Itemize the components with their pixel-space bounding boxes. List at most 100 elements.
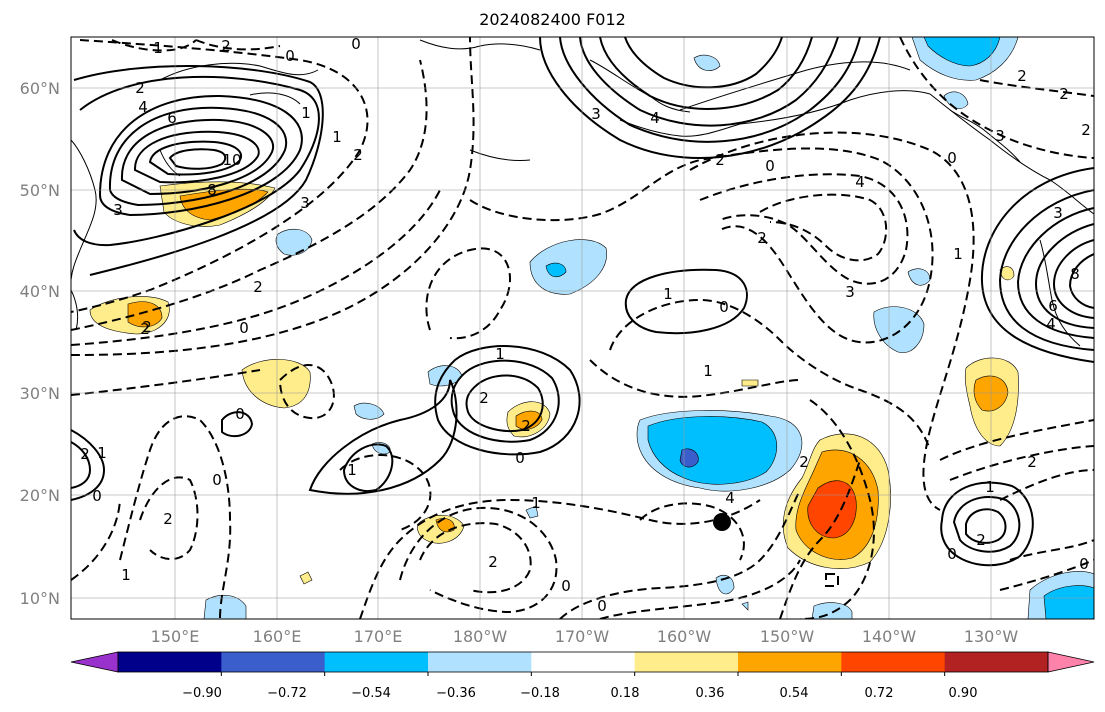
contour-label: 1 <box>663 285 673 303</box>
colorbar-extend-low <box>70 651 119 673</box>
shade-negative <box>873 306 925 353</box>
colorbar-tick-label: 0.36 <box>696 686 725 701</box>
colorbar-tick-labels: −0.90 −0.72 −0.54 −0.36 −0.18 0.18 0.36 … <box>182 686 977 701</box>
contour-label: 1 <box>97 444 107 462</box>
gridlines <box>71 37 1094 619</box>
shade-negative <box>525 505 539 519</box>
contour-label: 1 <box>703 362 713 380</box>
lon-tick-label: 130°W <box>964 627 1019 646</box>
contour-label: 0 <box>235 405 245 423</box>
contour-label: 3 <box>591 105 601 123</box>
contour-label: 0 <box>719 298 729 316</box>
contour-label: 0 <box>515 449 525 467</box>
contour-label: 2 <box>757 229 767 247</box>
colorbar-tick-label: 0.54 <box>780 686 809 701</box>
contour-label: 0 <box>92 487 102 505</box>
shade-positive <box>299 571 313 585</box>
contour-label: 4 <box>138 98 148 116</box>
contour-label: 3 <box>113 201 123 219</box>
colorbar-segment <box>841 652 946 672</box>
contour-label: 3 <box>1053 204 1063 222</box>
contour-label: 4 <box>650 109 660 127</box>
contour-label: 2 <box>715 151 725 169</box>
contour-label: 1 <box>347 461 357 479</box>
contour-label: 2 <box>80 445 90 463</box>
lon-tick-label: 160°E <box>253 627 302 646</box>
colorbar-tick-label: 0.72 <box>865 686 894 701</box>
contour-label: 0 <box>239 319 249 337</box>
shade-negative <box>1043 585 1094 619</box>
shade-negative <box>647 416 777 485</box>
shade-negative <box>545 262 567 278</box>
colorbar-segment <box>944 652 1049 672</box>
contour-label: 2 <box>221 37 231 55</box>
contour-label: 3 <box>300 194 310 212</box>
contour-label: 2 <box>163 510 173 528</box>
lon-tick-label: 180°W <box>453 627 508 646</box>
contour-label: 0 <box>597 597 607 615</box>
colorbar-extend-high <box>1047 651 1095 673</box>
colorbar <box>70 651 1095 676</box>
contour-label: 8 <box>1070 265 1080 283</box>
contour-label: 0 <box>765 157 775 175</box>
shade-positive <box>515 410 543 430</box>
lat-tick-label: 40°N <box>20 282 60 301</box>
contour-label: 1 <box>121 566 131 584</box>
lat-tick-label: 20°N <box>20 486 60 505</box>
colorbar-tick-label: −0.18 <box>520 686 560 701</box>
contour-label: 10 <box>222 151 241 169</box>
shade-negative <box>529 239 607 295</box>
contour-label: 8 <box>207 181 217 199</box>
colorbar-segment <box>324 652 429 672</box>
shade-positive <box>241 359 311 409</box>
lon-tick-label: 160°W <box>657 627 712 646</box>
colorbar-tick-label: 0.18 <box>611 686 640 701</box>
colorbar-tick-label: −0.72 <box>267 686 307 701</box>
colorbar-tick-label: −0.54 <box>351 686 391 701</box>
colorbar-segment <box>118 652 222 672</box>
lon-tick-label: 140°W <box>862 627 917 646</box>
colorbar-tick-label: −0.90 <box>182 686 222 701</box>
contour-label: 1 <box>332 128 342 146</box>
shade-negative <box>275 228 313 256</box>
contour-label: 2 <box>488 553 498 571</box>
location-marker <box>713 513 731 531</box>
contours-positive <box>71 37 1094 567</box>
colorbar-tick-label: −0.36 <box>436 686 476 701</box>
colorbar-tick-label: 0.90 <box>949 686 978 701</box>
contour-label: 2 <box>253 278 263 296</box>
contour-label: 4 <box>1046 315 1056 333</box>
contour-label: 2 <box>135 79 145 97</box>
contour-label: 4 <box>855 173 865 191</box>
colorbar-segment <box>531 652 636 672</box>
shade-negative <box>693 54 721 71</box>
colorbar-segment <box>428 652 532 672</box>
shade-positive <box>741 379 759 387</box>
contour-label: 0 <box>947 149 957 167</box>
shade-negative <box>741 601 749 611</box>
colorbar-segment <box>221 652 326 672</box>
contour-label: 2 <box>479 389 489 407</box>
contour-label: 2 <box>521 417 531 435</box>
contour-label: 2 <box>353 146 363 164</box>
contour-label: 6 <box>1048 297 1058 315</box>
contour-label: 1 <box>985 478 995 496</box>
lon-tick-label: 150°E <box>151 627 200 646</box>
shade-negative <box>679 448 699 468</box>
contour-label: 0 <box>561 577 571 595</box>
contour-label: 3 <box>845 283 855 301</box>
contour-label: 2 <box>1081 121 1091 139</box>
lat-tick-label: 50°N <box>20 181 60 200</box>
contour-label: 2 <box>140 320 150 338</box>
colorbar-frame <box>117 651 1049 673</box>
shade-positive <box>127 301 163 328</box>
shade-positive <box>999 266 1015 281</box>
colorbar-segment <box>634 652 739 672</box>
shade-negative <box>715 575 735 595</box>
contour-label: 4 <box>725 489 735 507</box>
lat-tick-labels: 60°N 50°N 40°N 30°N 20°N 10°N <box>20 79 60 608</box>
lon-tick-label: 150°W <box>760 627 815 646</box>
